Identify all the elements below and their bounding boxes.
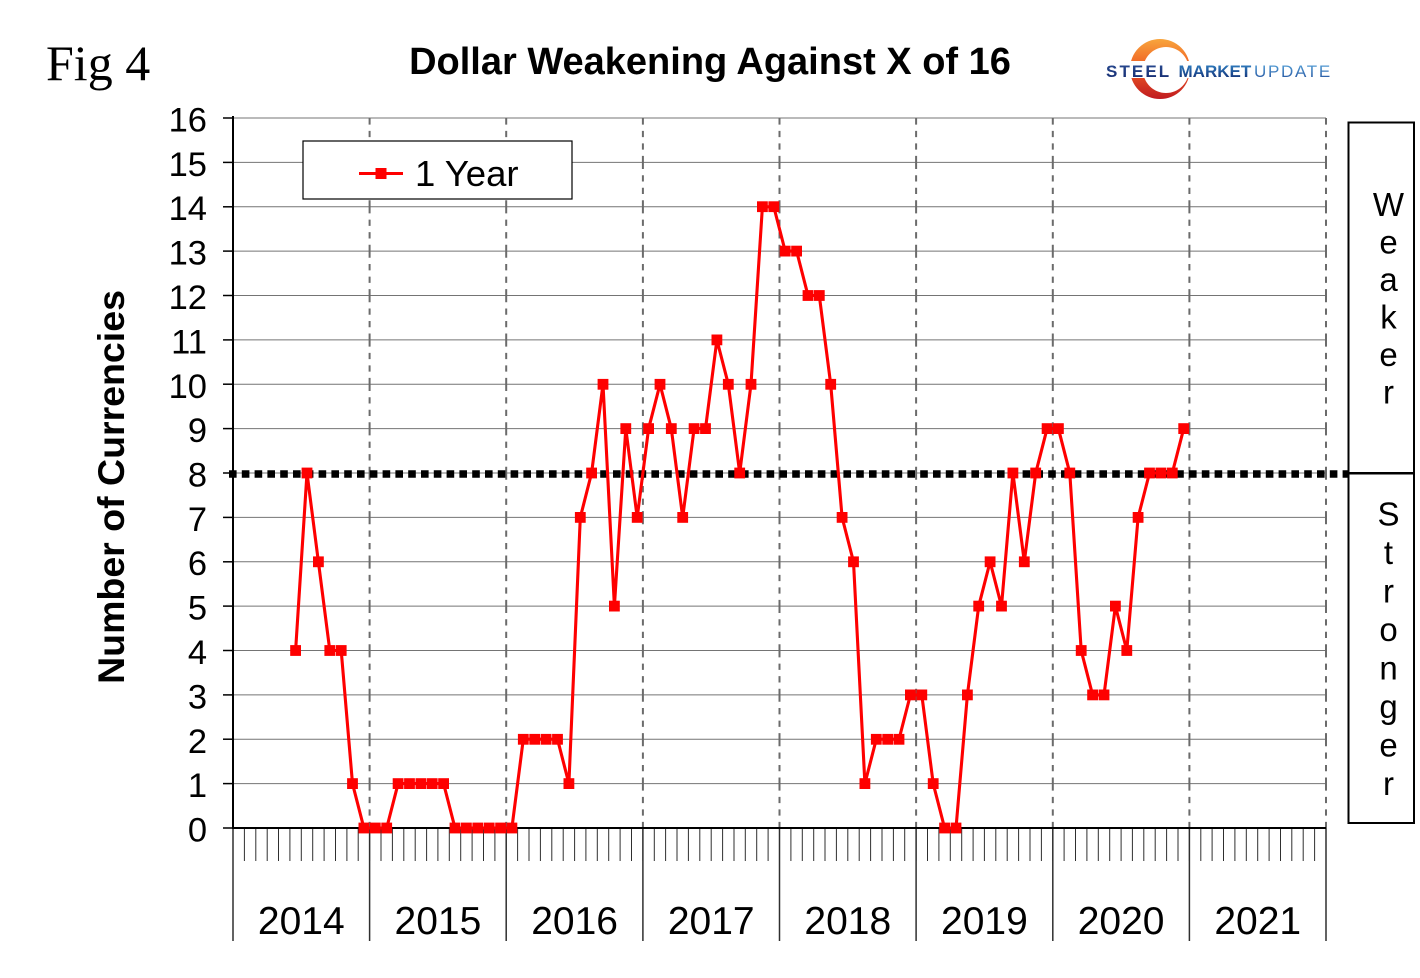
svg-text:1: 1: [188, 767, 207, 805]
svg-text:r: r: [1383, 374, 1394, 411]
svg-text:2014: 2014: [258, 900, 345, 943]
svg-text:12: 12: [169, 279, 207, 317]
svg-text:o: o: [1379, 611, 1397, 648]
svg-text:2021: 2021: [1214, 900, 1301, 943]
svg-text:STEEL: STEEL: [1106, 62, 1171, 81]
svg-text:2017: 2017: [668, 900, 755, 943]
svg-text:k: k: [1380, 299, 1397, 336]
svg-text:15: 15: [169, 146, 207, 184]
svg-text:S: S: [1377, 495, 1399, 532]
svg-text:2018: 2018: [804, 900, 891, 943]
svg-text:a: a: [1379, 261, 1398, 298]
svg-text:0: 0: [188, 812, 207, 850]
svg-text:9: 9: [188, 412, 207, 450]
svg-text:2019: 2019: [941, 900, 1028, 943]
svg-text:4: 4: [188, 634, 207, 672]
svg-text:2015: 2015: [395, 900, 482, 943]
svg-text:r: r: [1383, 572, 1394, 609]
svg-text:2016: 2016: [531, 900, 618, 943]
svg-text:10: 10: [169, 368, 207, 406]
svg-text:1 Year: 1 Year: [415, 153, 519, 194]
svg-text:Fig 4: Fig 4: [46, 35, 150, 91]
svg-text:2: 2: [188, 723, 207, 761]
svg-text:g: g: [1379, 688, 1397, 725]
svg-text:16: 16: [169, 102, 207, 140]
svg-text:5: 5: [188, 590, 207, 628]
svg-text:13: 13: [169, 235, 207, 273]
svg-text:Dollar Weakening Against X of: Dollar Weakening Against X of 16: [409, 41, 1011, 83]
svg-text:t: t: [1384, 534, 1393, 571]
svg-text:11: 11: [171, 323, 207, 361]
svg-text:e: e: [1379, 224, 1397, 261]
svg-text:n: n: [1379, 649, 1397, 686]
svg-text:UPDATE: UPDATE: [1254, 62, 1332, 81]
svg-text:3: 3: [188, 678, 207, 716]
svg-text:6: 6: [188, 545, 207, 583]
svg-text:Number of Currencies: Number of Currencies: [90, 290, 132, 684]
svg-text:2020: 2020: [1078, 900, 1165, 943]
svg-text:r: r: [1383, 765, 1394, 802]
svg-text:8: 8: [188, 457, 207, 495]
svg-text:MARKET: MARKET: [1179, 62, 1252, 81]
svg-text:14: 14: [169, 190, 207, 228]
svg-text:W: W: [1373, 186, 1405, 223]
svg-text:e: e: [1379, 336, 1397, 373]
svg-text:e: e: [1379, 726, 1397, 763]
svg-text:7: 7: [188, 501, 207, 539]
